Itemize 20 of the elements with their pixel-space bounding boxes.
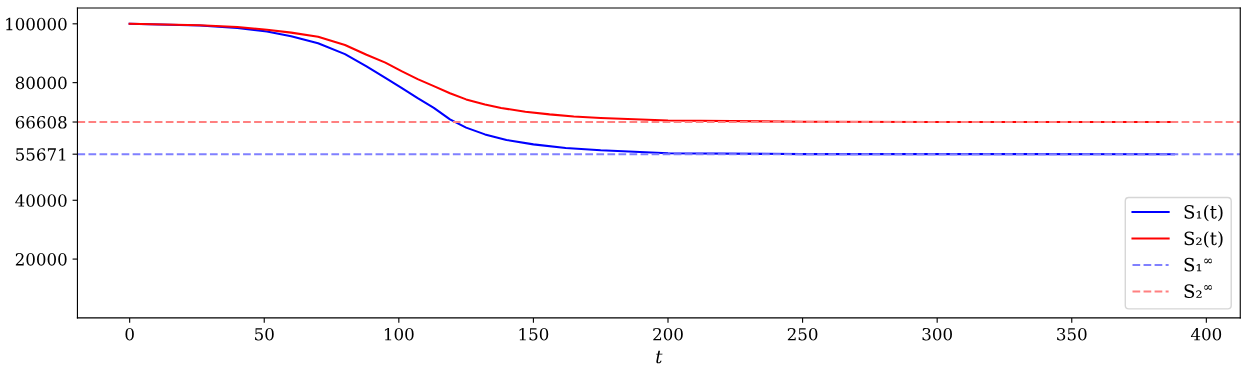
legend-label: S₁(t)	[1184, 204, 1223, 222]
x-axis-title: t	[656, 350, 663, 364]
x-tick-label: 100	[384, 327, 414, 341]
x-tick-label: 300	[922, 327, 952, 341]
y-tick-label: 66608	[15, 115, 67, 129]
x-tick-label: 50	[255, 327, 274, 341]
x-tick-label: 150	[519, 327, 549, 341]
x-tick-label: 250	[787, 327, 818, 341]
y-tick-label: 100000	[6, 17, 67, 31]
legend-label: S₁$^{∞}$	[1184, 257, 1212, 272]
y-tick-label: 40000	[15, 194, 67, 207]
y-tick-label: 55671	[16, 148, 66, 161]
x-tick-label: 350	[1057, 327, 1087, 341]
legend-label: S₂(t)	[1184, 231, 1223, 248]
legend-label: S₂$^{∞}$	[1184, 284, 1212, 299]
x-tick-label: 400	[1190, 327, 1222, 341]
y-tick-label: 20000	[15, 253, 67, 266]
x-tick-label: 200	[653, 327, 683, 341]
x-tick-label: 0	[125, 327, 134, 341]
y-tick-label: 80000	[15, 76, 67, 90]
